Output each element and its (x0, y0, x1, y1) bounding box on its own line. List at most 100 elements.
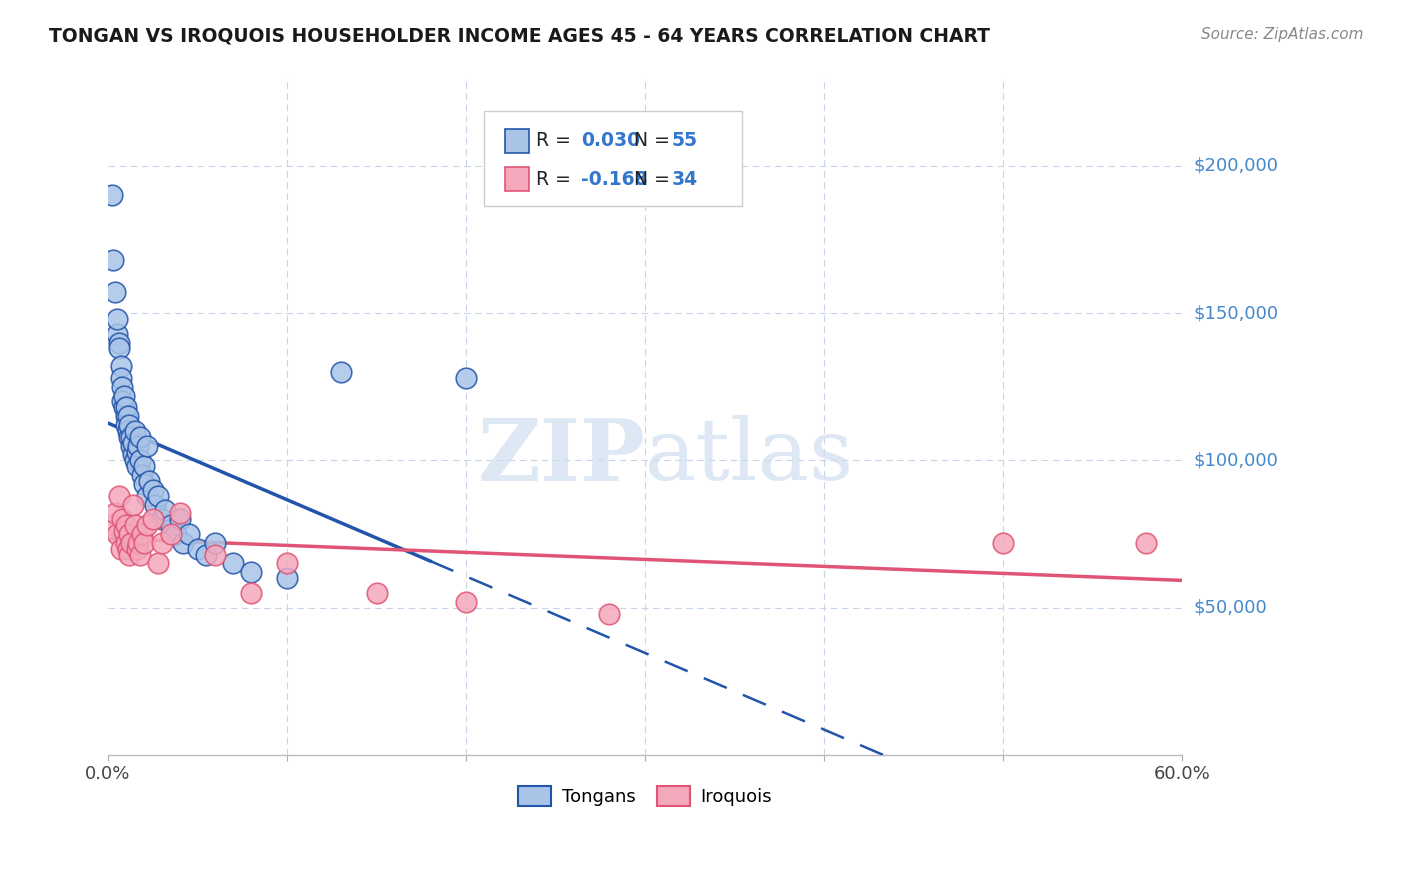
Text: R =: R = (536, 131, 576, 151)
Point (129, 548, 152, 562)
Point (103, 518, 125, 533)
Point (276, 571, 298, 585)
Point (165, 527, 187, 541)
Point (132, 477, 155, 491)
Point (132, 536, 155, 550)
Point (204, 548, 226, 562)
Point (117, 424, 139, 438)
Point (132, 459, 155, 474)
Point (124, 424, 146, 438)
Point (138, 474, 160, 488)
Point (125, 444, 148, 458)
Point (112, 524, 135, 538)
Point (104, 285, 127, 300)
Text: $50,000: $50,000 (1194, 599, 1267, 616)
Point (240, 566, 263, 580)
Point (195, 548, 218, 562)
Point (143, 498, 166, 512)
Point (120, 439, 142, 453)
Point (118, 417, 141, 432)
Point (120, 430, 142, 444)
Point (122, 447, 145, 461)
Point (150, 536, 173, 550)
Point (110, 541, 132, 556)
Point (159, 527, 181, 541)
Point (222, 557, 245, 571)
Point (146, 489, 169, 503)
Point (146, 557, 169, 571)
Point (122, 435, 145, 450)
Point (454, 371, 477, 385)
Point (129, 430, 152, 444)
Point (115, 417, 138, 432)
Point (115, 401, 138, 415)
Point (124, 453, 146, 467)
Point (103, 253, 125, 268)
Point (136, 518, 159, 533)
Point (105, 312, 128, 326)
Point (112, 388, 135, 402)
Point (110, 371, 132, 385)
Text: atlas: atlas (645, 416, 855, 499)
Point (115, 409, 138, 424)
Point (131, 468, 153, 483)
Point (177, 527, 200, 541)
Text: N =: N = (634, 131, 676, 151)
Point (125, 459, 148, 474)
Text: TONGAN VS IROQUOIS HOUSEHOLDER INCOME AGES 45 - 64 YEARS CORRELATION CHART: TONGAN VS IROQUOIS HOUSEHOLDER INCOME AG… (49, 27, 990, 45)
Point (115, 536, 138, 550)
Point (1135, 536, 1157, 550)
Point (169, 507, 191, 521)
Point (115, 518, 138, 533)
Point (155, 503, 177, 517)
Point (172, 536, 194, 550)
Point (107, 342, 129, 356)
Text: Source: ZipAtlas.com: Source: ZipAtlas.com (1201, 27, 1364, 42)
Point (105, 527, 128, 541)
Point (136, 439, 159, 453)
Point (112, 401, 135, 415)
Point (150, 512, 173, 526)
Point (117, 409, 139, 424)
Point (329, 365, 352, 379)
Point (122, 498, 145, 512)
Point (993, 536, 1015, 550)
Point (100, 188, 122, 202)
Point (124, 518, 146, 533)
Point (105, 326, 128, 341)
Point (131, 527, 153, 541)
Point (120, 536, 142, 550)
Legend: Tongans, Iroquois: Tongans, Iroquois (510, 779, 779, 814)
Text: $200,000: $200,000 (1194, 157, 1278, 175)
Point (169, 512, 191, 526)
Point (142, 483, 165, 497)
Point (104, 507, 127, 521)
Text: ZIP: ZIP (478, 415, 645, 499)
Text: 34: 34 (672, 169, 699, 188)
Text: $100,000: $100,000 (1194, 451, 1278, 469)
Point (129, 453, 152, 467)
Point (117, 541, 139, 556)
Point (598, 607, 620, 621)
Point (107, 335, 129, 350)
Text: $150,000: $150,000 (1194, 304, 1278, 322)
Point (240, 586, 263, 600)
Point (118, 548, 141, 562)
Point (204, 536, 226, 550)
Point (366, 586, 388, 600)
Point (127, 439, 149, 453)
Point (136, 489, 159, 503)
Text: R =: R = (536, 169, 576, 188)
Point (107, 489, 129, 503)
Point (111, 380, 134, 394)
Text: 0.030: 0.030 (581, 131, 640, 151)
Point (110, 359, 132, 373)
Point (142, 512, 165, 526)
Point (111, 512, 134, 526)
FancyBboxPatch shape (484, 112, 742, 206)
Text: N =: N = (634, 169, 676, 188)
Point (111, 394, 134, 409)
Point (125, 541, 148, 556)
Point (127, 536, 149, 550)
Text: 55: 55 (672, 131, 697, 151)
